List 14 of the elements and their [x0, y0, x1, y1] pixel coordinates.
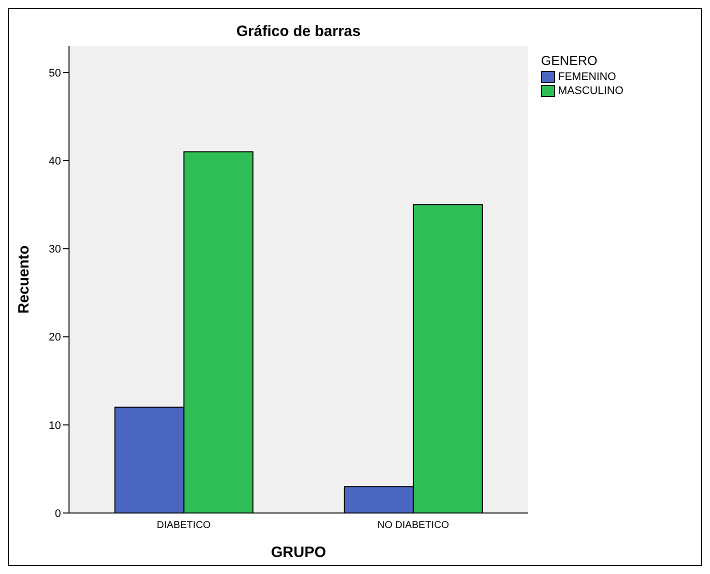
x-tick-label: DIABETICO: [156, 520, 211, 532]
x-tick-label: NO DIABETICO: [377, 520, 450, 532]
y-tick-label: 10: [48, 420, 61, 432]
y-tick-label: 40: [48, 155, 61, 168]
y-axis-title: Recuento: [15, 245, 32, 314]
y-tick-label: 30: [48, 244, 61, 256]
chart-title: Gráfico de barras: [235, 23, 362, 40]
legend-label: MASCULINO: [558, 85, 624, 97]
y-tick-label: 50: [48, 67, 61, 80]
y-tick-label: 20: [48, 332, 61, 344]
y-tick-label: 0: [54, 508, 61, 520]
legend-title: GENERO: [541, 53, 598, 68]
x-axis-title: GRUPO: [270, 544, 326, 561]
legend-label: FEMENINO: [558, 71, 616, 83]
